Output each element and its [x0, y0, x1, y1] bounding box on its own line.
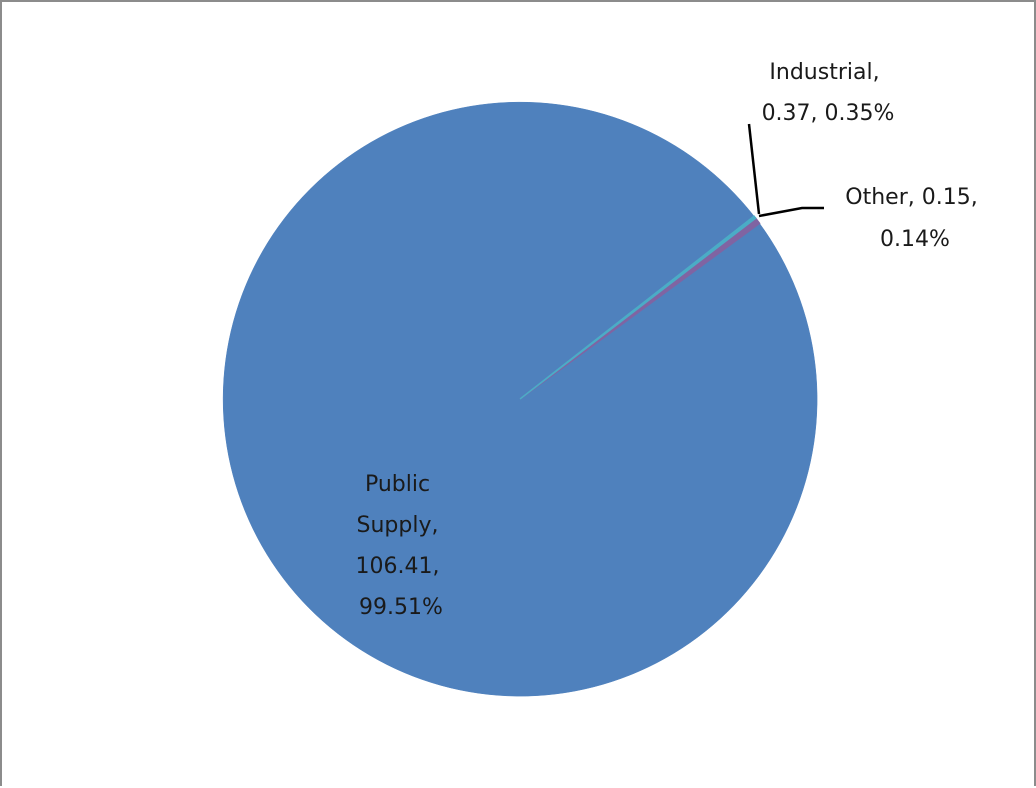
slice-other — [519, 215, 757, 400]
label-public-supply: Public Supply, 106.41, 99.51% — [356, 472, 447, 620]
leader-line-industrial — [747, 123, 761, 215]
pie-slices — [222, 101, 818, 697]
leader-lines — [747, 123, 824, 218]
data-labels: Public Supply, 106.41, 99.51% Industrial… — [356, 60, 984, 620]
leader-line-other — [758, 206, 824, 218]
label-other: Other, 0.15, 0.14% — [845, 185, 984, 252]
label-industrial: Industrial, 0.37, 0.35% — [762, 60, 895, 126]
